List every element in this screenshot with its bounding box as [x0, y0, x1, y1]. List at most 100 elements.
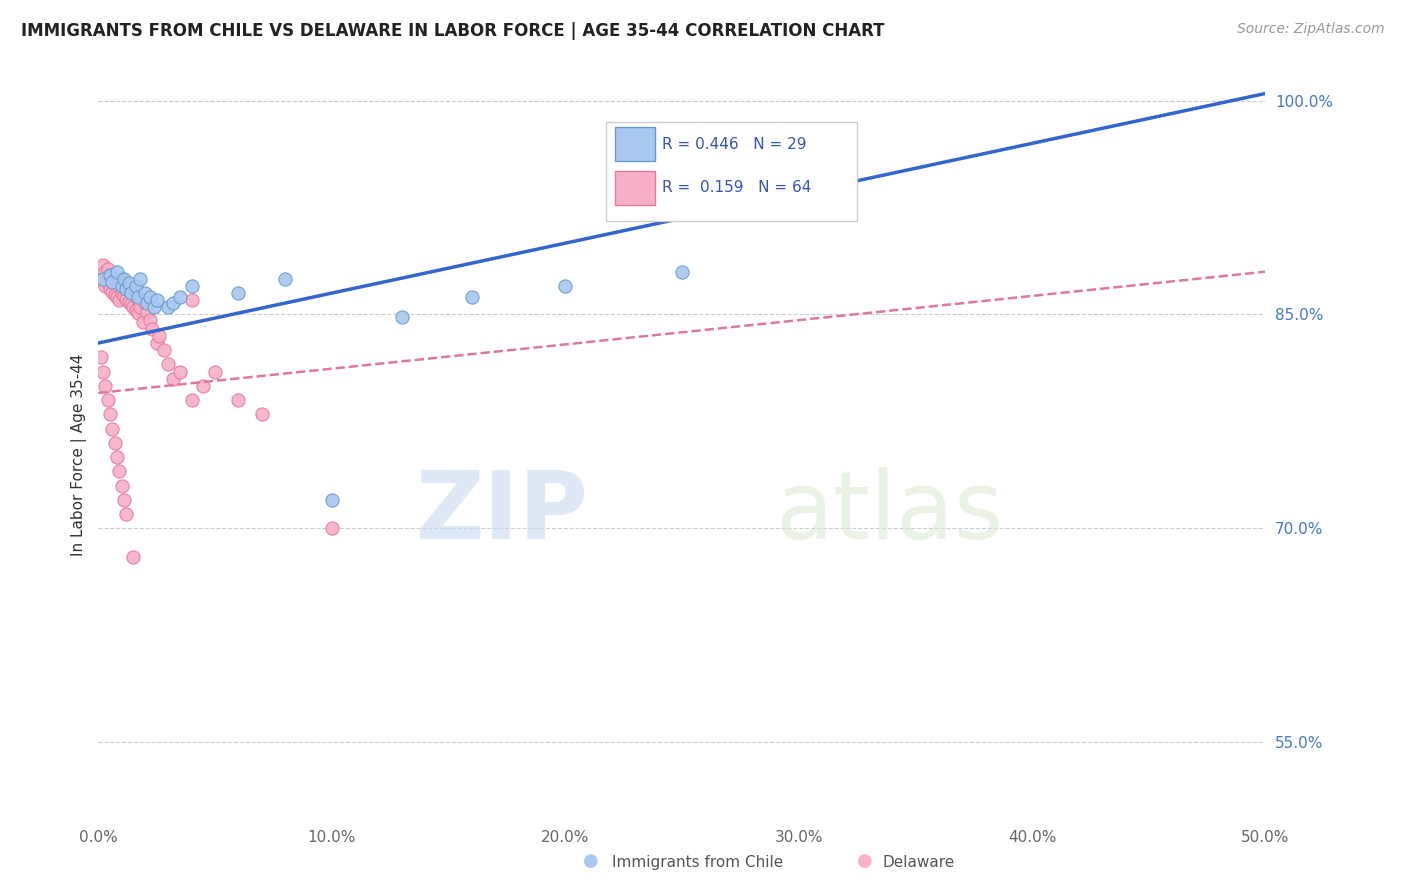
Point [152, 343, 174, 358]
Point [115, 507, 138, 521]
Point [146, 293, 169, 308]
Point [111, 478, 134, 492]
Point [193, 378, 215, 392]
Point [120, 286, 142, 301]
Text: ●: ● [856, 852, 873, 870]
Text: atlas: atlas [775, 467, 1004, 559]
Point [139, 290, 162, 304]
FancyBboxPatch shape [606, 122, 858, 221]
Point [122, 301, 145, 315]
Text: R =  0.159   N = 64: R = 0.159 N = 64 [662, 180, 811, 195]
Point [94, 378, 117, 392]
Point [104, 435, 127, 450]
Text: Source: ZipAtlas.com: Source: ZipAtlas.com [1237, 22, 1385, 37]
Point [122, 286, 145, 301]
Point [98, 407, 121, 421]
Point [169, 364, 191, 378]
Text: R = 0.446   N = 29: R = 0.446 N = 29 [662, 136, 807, 152]
Point [90, 272, 112, 286]
Point [118, 280, 141, 294]
Point [115, 282, 138, 296]
Point [101, 285, 124, 299]
Point [125, 303, 148, 318]
Point [321, 521, 343, 535]
Point [136, 296, 159, 310]
Point [94, 265, 117, 279]
Point [162, 296, 184, 310]
Point [115, 292, 138, 306]
Point [139, 313, 162, 327]
Point [129, 272, 152, 286]
Point [127, 290, 149, 304]
Text: IMMIGRANTS FROM CHILE VS DELAWARE IN LABOR FORCE | AGE 35-44 CORRELATION CHART: IMMIGRANTS FROM CHILE VS DELAWARE IN LAB… [21, 22, 884, 40]
Point [134, 286, 156, 301]
Point [91, 258, 114, 272]
Point [120, 297, 142, 311]
Text: ●: ● [582, 852, 599, 870]
Point [391, 310, 413, 325]
Point [118, 276, 141, 290]
Point [115, 277, 138, 292]
Point [146, 336, 169, 351]
Point [108, 279, 131, 293]
Text: Delaware: Delaware [883, 855, 955, 870]
Point [125, 279, 148, 293]
Point [228, 286, 250, 301]
Point [112, 289, 135, 303]
Point [105, 276, 128, 290]
Text: ZIP: ZIP [416, 467, 589, 559]
Point [108, 464, 131, 478]
Point [94, 279, 117, 293]
Point [169, 290, 191, 304]
Point [112, 275, 135, 289]
Point [554, 279, 576, 293]
Point [148, 329, 170, 343]
Point [204, 364, 226, 378]
Point [162, 371, 184, 385]
Point [118, 294, 141, 309]
Text: Immigrants from Chile: Immigrants from Chile [612, 855, 783, 870]
Point [90, 351, 112, 365]
Point [104, 287, 127, 301]
Point [97, 276, 120, 290]
Point [97, 392, 120, 407]
Point [111, 272, 134, 286]
Point [91, 364, 114, 378]
Point [180, 293, 202, 308]
Y-axis label: In Labor Force | Age 35-44: In Labor Force | Age 35-44 [72, 354, 87, 556]
FancyBboxPatch shape [616, 128, 655, 161]
Point [671, 265, 693, 279]
Point [111, 279, 134, 293]
Point [101, 270, 124, 285]
Point [134, 296, 156, 310]
Point [250, 407, 273, 421]
Point [112, 272, 135, 286]
Point [180, 279, 202, 293]
Point [98, 268, 121, 282]
Point [98, 268, 121, 282]
Point [97, 261, 120, 276]
Point [91, 272, 114, 286]
Point [105, 290, 128, 304]
Point [143, 301, 166, 315]
Point [228, 392, 250, 407]
Point [120, 283, 142, 297]
Point [108, 293, 131, 308]
Point [101, 421, 124, 435]
Point [111, 286, 134, 301]
Point [127, 292, 149, 306]
Point [101, 275, 124, 289]
Point [132, 315, 155, 329]
Point [157, 301, 180, 315]
Point [104, 273, 127, 287]
Point [127, 306, 149, 320]
Point [105, 265, 128, 279]
Point [136, 304, 159, 318]
Point [112, 492, 135, 507]
Point [180, 392, 202, 407]
Point [129, 301, 152, 315]
Point [141, 322, 163, 336]
Point [122, 549, 145, 564]
Point [461, 290, 484, 304]
Point [98, 282, 121, 296]
